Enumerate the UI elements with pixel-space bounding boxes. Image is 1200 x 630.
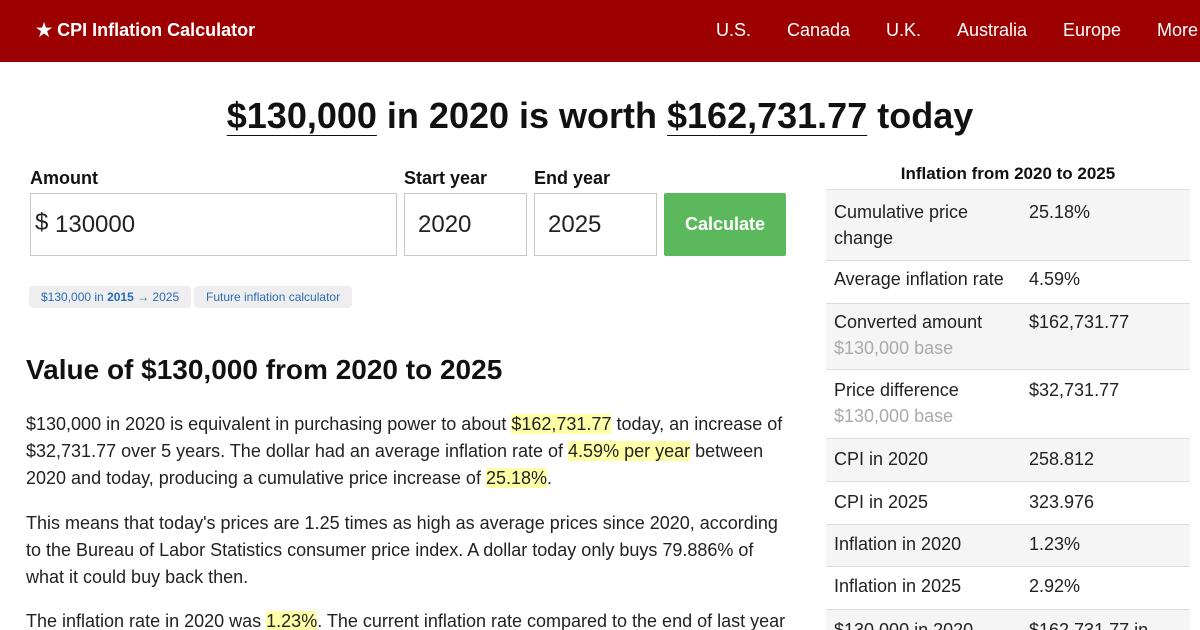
row-sub: $130,000 base bbox=[834, 338, 954, 358]
amount-input[interactable] bbox=[55, 194, 393, 255]
end-year-input[interactable] bbox=[548, 194, 653, 255]
quick-link-2015-post: → 2025 bbox=[133, 290, 180, 304]
nav-canada[interactable]: Canada bbox=[787, 20, 851, 40]
page-title: $130,000 in 2020 is worth $162,731.77 to… bbox=[0, 95, 1200, 137]
p1-highlight-rate: 4.59% per year bbox=[568, 441, 691, 461]
sidebar-row-equivalent: $130,000 in 2020 $162,731.77 in bbox=[826, 609, 1190, 630]
headline-mid: in 2020 is worth bbox=[376, 95, 668, 136]
row-value: 4.59% bbox=[1029, 269, 1081, 289]
sidebar-row-cumulative: Cumulative price change 25.18% bbox=[826, 189, 1190, 260]
start-year-field bbox=[404, 193, 527, 256]
quick-link-2015-pre: $130,000 in bbox=[41, 290, 108, 304]
headline-end: today bbox=[867, 95, 974, 136]
calculate-button[interactable]: Calculate bbox=[664, 193, 786, 256]
quick-link-2015-year: 2015 bbox=[107, 290, 134, 304]
article-heading: Value of $130,000 from 2020 to 2025 bbox=[26, 354, 503, 385]
row-value: 25.18% bbox=[1029, 202, 1091, 222]
amount-field: $ bbox=[30, 193, 397, 256]
row-label-text: Price difference bbox=[834, 380, 959, 400]
p1-text-3: between 2020 and today, producing a cumu… bbox=[26, 441, 764, 488]
quick-link-2015[interactable]: $130,000 in 2015 → 2025 bbox=[29, 286, 192, 308]
row-label: Inflation in 2020 bbox=[834, 534, 962, 554]
row-label: Cumulative price change bbox=[834, 202, 969, 248]
article-paragraph-1: $130,000 in 2020 is equivalent in purcha… bbox=[26, 411, 796, 492]
row-label: Price difference $130,000 base bbox=[834, 377, 1024, 429]
future-inflation-link[interactable]: Future inflation calculator bbox=[194, 286, 353, 308]
sidebar-row-cpi-end: CPI in 2025 323.976 bbox=[826, 481, 1190, 524]
article-paragraph-2: This means that today's prices are 1.25 … bbox=[26, 513, 778, 587]
row-value: 323.976 bbox=[1029, 492, 1095, 512]
nav-australia[interactable]: Australia bbox=[957, 20, 1028, 40]
sidebar-row-cpi-start: CPI in 2020 258.812 bbox=[826, 438, 1190, 481]
headline-value: $162,731.77 bbox=[667, 95, 868, 136]
row-value: $32,731.77 bbox=[1029, 380, 1120, 400]
row-value: $162,731.77 bbox=[1029, 312, 1130, 332]
start-year-label: Start year bbox=[404, 168, 488, 188]
sidebar-row-difference: Price difference $130,000 base $32,731.77 bbox=[826, 369, 1190, 438]
p1-text-4: . bbox=[547, 468, 553, 488]
p1-highlight-value: $162,731.77 bbox=[511, 414, 612, 434]
p3-text-2: . The current inflation rate compared to… bbox=[317, 611, 786, 630]
end-year-field bbox=[534, 193, 657, 256]
end-year-label: End year bbox=[534, 168, 611, 188]
sidebar-row-inflation-start: Inflation in 2020 1.23% bbox=[826, 524, 1190, 566]
row-label: CPI in 2020 bbox=[834, 449, 929, 469]
nav-more[interactable]: More bbox=[1157, 20, 1199, 40]
amount-label: Amount bbox=[30, 168, 98, 188]
p1-text-1: $130,000 in 2020 is equivalent in purcha… bbox=[26, 414, 512, 434]
nav-uk[interactable]: U.K. bbox=[886, 20, 922, 40]
row-label: CPI in 2025 bbox=[834, 492, 929, 512]
start-year-input[interactable] bbox=[418, 194, 523, 255]
row-value: $162,731.77 in bbox=[1029, 620, 1149, 630]
sidebar-row-converted: Converted amount $130,000 base $162,731.7… bbox=[826, 303, 1190, 369]
row-label: Average inflation rate bbox=[834, 269, 1004, 289]
nav-us[interactable]: U.S. bbox=[716, 20, 752, 40]
p1-highlight-cumulative: 25.18% bbox=[485, 468, 548, 488]
site-header: ★ CPI Inflation Calculator U.S. Canada U… bbox=[0, 0, 1200, 62]
p1-text-2: today, an increase of $32,731.77 over 5 … bbox=[26, 414, 783, 461]
row-label: Inflation in 2025 bbox=[834, 576, 962, 596]
p3-text-1: The inflation rate in 2020 was bbox=[26, 611, 267, 630]
row-sub: $130,000 base bbox=[834, 406, 954, 426]
currency-symbol: $ bbox=[35, 209, 49, 236]
row-label-text: Converted amount bbox=[834, 312, 983, 332]
nav-europe[interactable]: Europe bbox=[1063, 20, 1122, 40]
row-value: 258.812 bbox=[1029, 449, 1095, 469]
row-label: $130,000 in 2020 bbox=[834, 620, 974, 630]
row-value: 2.92% bbox=[1029, 576, 1081, 596]
headline-amount: $130,000 bbox=[226, 95, 377, 136]
sidebar-title: Inflation from 2020 to 2025 bbox=[900, 164, 1116, 183]
site-logo-link[interactable]: ★ CPI Inflation Calculator bbox=[36, 20, 256, 40]
row-label: Converted amount $130,000 base bbox=[834, 309, 1024, 361]
p3-highlight-rate: 1.23% bbox=[266, 611, 318, 630]
article-paragraph-3: The inflation rate in 2020 was 1.23%. Th… bbox=[26, 608, 796, 630]
row-value: 1.23% bbox=[1029, 534, 1081, 554]
sidebar-row-inflation-end: Inflation in 2025 2.92% bbox=[826, 566, 1190, 609]
sidebar-row-average-rate: Average inflation rate 4.59% bbox=[826, 260, 1190, 303]
